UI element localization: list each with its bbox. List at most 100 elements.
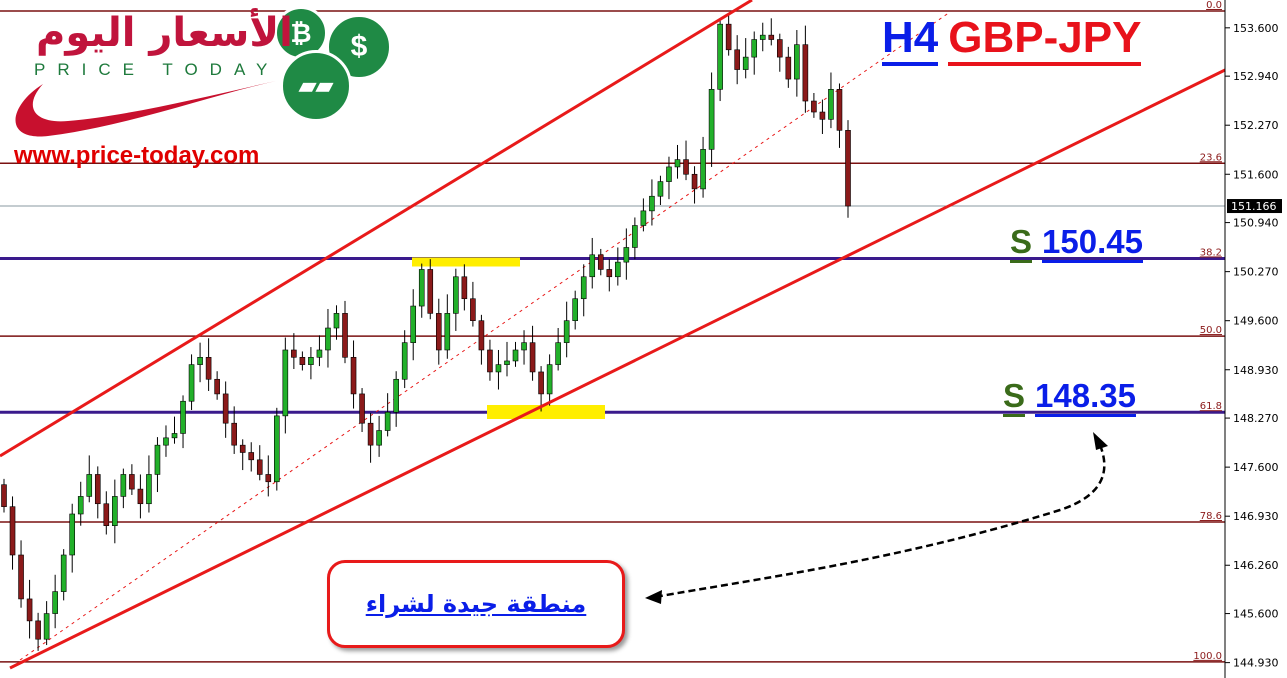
- candle-bear: [214, 378, 220, 395]
- candle-bull: [572, 298, 578, 321]
- candle-bull: [632, 225, 638, 248]
- support-label-2: S 148.35: [1003, 377, 1136, 417]
- candle-bull: [657, 181, 664, 197]
- candle-bear: [836, 89, 843, 131]
- price-axis: 153.600 152.940 152.270 151.600 150.940 150.2…: [1224, 0, 1282, 678]
- candle-bear: [350, 357, 357, 395]
- candle-bull: [316, 349, 323, 358]
- candle-bull: [308, 357, 314, 365]
- timeframe-label: H4: [882, 13, 939, 66]
- candle-bull: [393, 378, 399, 413]
- fib-label: 38.2: [1200, 247, 1222, 258]
- candle-bear: [725, 23, 732, 51]
- candle-bear: [597, 254, 604, 270]
- candle-bear: [461, 276, 468, 300]
- candle-bull: [146, 474, 152, 505]
- candle-bear: [785, 56, 792, 80]
- candle-bull: [649, 195, 655, 212]
- candle-bull: [589, 254, 596, 278]
- candle-bear: [367, 422, 374, 446]
- candle-bear: [291, 349, 297, 358]
- candle-bull: [495, 364, 502, 373]
- candle-bull: [563, 320, 570, 343]
- candle-bull: [418, 269, 425, 307]
- candle-bull: [623, 247, 630, 263]
- candle-bull: [77, 496, 84, 515]
- gold-bars-icon: ▰▰: [280, 50, 352, 122]
- fib-label: 100.0: [1193, 651, 1222, 662]
- fib-label: 50.0: [1200, 325, 1222, 336]
- candle-bull: [197, 357, 203, 365]
- candle-bear: [248, 452, 255, 461]
- candle-bear: [222, 393, 229, 424]
- candle-bear: [265, 474, 272, 483]
- candle-bull: [43, 613, 50, 640]
- logo: ₿ $ ▰▰ الأسعار اليوم PRICE TODAY www.pri…: [8, 6, 398, 169]
- candle-bull: [700, 149, 706, 190]
- candle-bull: [86, 474, 93, 497]
- swoosh-icon: [15, 81, 276, 137]
- support-letter: S: [1010, 223, 1033, 263]
- candle-bear: [35, 620, 41, 640]
- candles: [1, 13, 851, 651]
- candle-bull: [188, 364, 195, 402]
- candle-bear: [137, 488, 144, 505]
- candle-bear: [768, 34, 775, 40]
- candle-bull: [828, 89, 834, 120]
- candle-bull: [333, 313, 340, 329]
- logo-english-text: PRICE TODAY: [34, 60, 280, 79]
- candle-bear: [538, 371, 544, 395]
- candle-bull: [521, 342, 527, 351]
- pair-label: GBP-JPY: [948, 13, 1142, 66]
- candle-bull: [376, 430, 382, 446]
- candle-bull: [282, 349, 289, 417]
- candle-bear: [845, 130, 851, 207]
- candle-bear: [18, 554, 24, 600]
- candle-bear: [359, 393, 365, 424]
- candle-bull: [112, 496, 118, 527]
- candle-bull: [120, 474, 127, 497]
- candle-bear: [256, 459, 263, 475]
- fib-label: 23.6: [1200, 152, 1222, 163]
- candle-bull: [512, 349, 519, 362]
- candle-bear: [529, 342, 536, 373]
- current-price-badge: [1227, 199, 1282, 214]
- y-tick-label: 151.600: [1233, 168, 1279, 181]
- candle-bear: [606, 269, 613, 278]
- y-tick-label: 149.600: [1233, 315, 1279, 328]
- candle-bull: [555, 342, 561, 365]
- support-value: 148.35: [1035, 377, 1136, 417]
- channel-upper-line: [0, 0, 753, 458]
- candle-bear: [94, 474, 101, 505]
- candle-bull: [717, 23, 723, 90]
- channel-lower-line: [9, 68, 1226, 670]
- candle-bull: [444, 313, 451, 351]
- candle-bear: [478, 320, 485, 351]
- candle-bull: [401, 342, 408, 380]
- candle-bull: [708, 89, 715, 150]
- support-value: 150.45: [1042, 223, 1143, 263]
- fibonacci-levels: 0.0 23.6 38.2 50.0 61.8 78.6 100.0: [0, 0, 1225, 663]
- candle-bull: [751, 39, 758, 58]
- candle-bull: [453, 276, 459, 314]
- candle-bull: [69, 513, 76, 556]
- candle-bull: [410, 305, 417, 343]
- candle-bear: [103, 503, 110, 527]
- y-tick-label: 152.940: [1233, 70, 1279, 83]
- candle-bear: [427, 269, 434, 314]
- arrow-head-up-icon: [1093, 432, 1108, 450]
- candle-bear: [691, 173, 698, 190]
- candle-bear: [231, 422, 237, 446]
- candle-bear: [239, 444, 246, 453]
- candle-bull: [52, 591, 58, 614]
- chart-title: H4 GBP-JPY: [882, 13, 1142, 66]
- support-letter: S: [1003, 377, 1026, 417]
- fib-label: 61.8: [1200, 401, 1222, 412]
- fib-label: 0.0: [1206, 0, 1222, 11]
- candle-bear: [299, 357, 306, 365]
- candle-bull: [794, 44, 800, 80]
- candle-bear: [342, 313, 348, 358]
- candle-bull: [615, 261, 621, 278]
- fib-label: 78.6: [1200, 511, 1222, 522]
